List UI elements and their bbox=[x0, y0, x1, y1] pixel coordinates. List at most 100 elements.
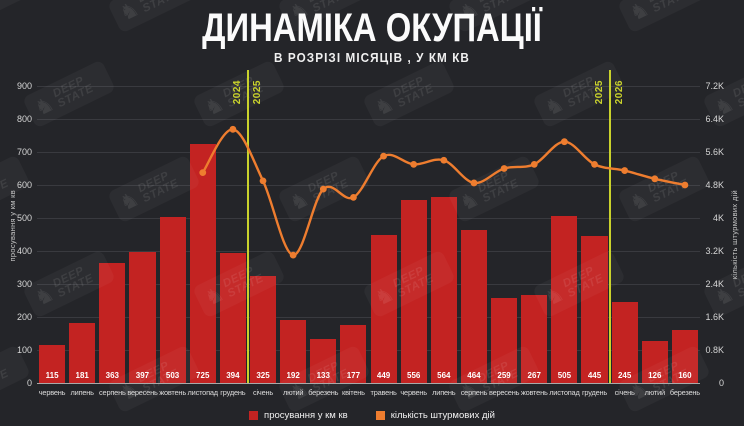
line-point bbox=[380, 152, 387, 160]
bar-value-label: 564 bbox=[437, 371, 451, 380]
gridline bbox=[37, 185, 700, 186]
bar-червень bbox=[39, 345, 66, 383]
right-axis-tick: 0.8K bbox=[705, 345, 724, 355]
gridline bbox=[37, 251, 700, 252]
x-axis-month-label: червень bbox=[38, 388, 66, 397]
left-axis-tick: 100 bbox=[16, 345, 32, 355]
right-axis-tick: 6.4K bbox=[705, 114, 724, 124]
x-axis-month-label: лютий bbox=[282, 388, 304, 397]
page-title: ДИНАМІКА ОКУПАЦІЇ bbox=[202, 6, 542, 50]
right-axis-tick: 4K bbox=[712, 213, 724, 223]
left-axis-tick: 700 bbox=[16, 147, 32, 157]
left-axis-tick: 400 bbox=[16, 246, 32, 256]
bar-липень bbox=[69, 323, 96, 383]
line-point bbox=[681, 181, 689, 189]
bar-листопад bbox=[189, 143, 216, 383]
gridline bbox=[37, 218, 700, 219]
bar-лютий bbox=[280, 319, 307, 383]
bar-value-label: 464 bbox=[467, 371, 481, 380]
bar-липень bbox=[430, 196, 457, 383]
x-axis-month-label: березень bbox=[669, 388, 700, 397]
bar-value-label: 394 bbox=[226, 371, 240, 380]
gridline bbox=[37, 317, 700, 318]
bar-value-label: 325 bbox=[256, 371, 270, 380]
x-axis-month-label: грудень bbox=[220, 388, 246, 397]
x-axis-month-label: квітень bbox=[342, 388, 365, 397]
left-axis-tick: 600 bbox=[16, 180, 32, 190]
gridline bbox=[37, 152, 700, 153]
line-point bbox=[289, 251, 297, 259]
bar-value-label: 445 bbox=[587, 371, 602, 380]
line-point bbox=[199, 169, 207, 177]
bar-value-label: 192 bbox=[286, 371, 300, 380]
right-axis-tick: 1.6K bbox=[705, 312, 724, 322]
x-axis-line bbox=[37, 383, 700, 384]
red-swatch-icon bbox=[249, 411, 259, 420]
bar-value-label: 267 bbox=[527, 371, 541, 380]
bar-value-label: 503 bbox=[165, 371, 180, 380]
x-axis-month-label: серпень bbox=[99, 388, 126, 397]
bar-січень bbox=[611, 302, 638, 383]
bar-value-label: 181 bbox=[75, 371, 89, 380]
year-divider-line bbox=[246, 70, 249, 383]
bar-вересень bbox=[491, 297, 518, 383]
bar-травень bbox=[370, 234, 397, 383]
right-axis-tick: 4.8K bbox=[705, 180, 724, 190]
gridline bbox=[37, 284, 700, 285]
left-axis-tick: 0 bbox=[26, 378, 32, 388]
bar-червень bbox=[400, 199, 427, 383]
bar-value-label: 556 bbox=[407, 371, 421, 380]
line-point bbox=[440, 156, 448, 164]
bar-грудень bbox=[219, 252, 246, 383]
bar-value-label: 126 bbox=[648, 371, 662, 380]
x-axis-month-label: серпень bbox=[460, 388, 488, 397]
line-point bbox=[350, 193, 357, 201]
bar-листопад bbox=[551, 216, 578, 383]
year-divider-line bbox=[608, 70, 611, 383]
x-axis-month-label: вересень bbox=[488, 388, 520, 397]
page-subtitle: В РОЗРІЗІ МІСЯЦІВ , У КМ КВ bbox=[274, 50, 470, 65]
gridline bbox=[37, 119, 700, 120]
left-axis-tick: 900 bbox=[16, 81, 32, 91]
line-point bbox=[500, 165, 508, 172]
x-axis-month-label: липень bbox=[70, 388, 94, 397]
legend-label-assaults: кількість штурмових дій bbox=[390, 410, 495, 421]
line-point bbox=[621, 167, 629, 174]
x-axis-month-label: жовтень bbox=[159, 388, 186, 397]
line-point bbox=[229, 125, 237, 133]
bar-value-label: 177 bbox=[346, 371, 361, 380]
bar-value-label: 115 bbox=[45, 371, 59, 380]
line-point bbox=[319, 185, 327, 193]
bar-вересень bbox=[129, 251, 156, 383]
bar-value-label: 363 bbox=[105, 371, 119, 380]
line-point bbox=[470, 179, 478, 187]
x-axis-month-label: лютий bbox=[644, 388, 666, 397]
bar-жовтень bbox=[159, 217, 186, 383]
left-axis-tick: 500 bbox=[16, 213, 32, 223]
x-axis-month-label: грудень bbox=[581, 388, 608, 397]
bar-value-label: 505 bbox=[557, 371, 572, 380]
left-axis-tick: 800 bbox=[16, 114, 32, 124]
line-point bbox=[560, 138, 568, 146]
x-axis-month-label: червень bbox=[400, 388, 427, 397]
right-axis-tick: 5.6K bbox=[705, 147, 724, 157]
legend-label-advance: просування у км кв bbox=[264, 410, 348, 421]
bar-лютий bbox=[641, 341, 668, 383]
x-axis-month-label: липень bbox=[432, 388, 456, 397]
right-axis-tick: 7.2K bbox=[705, 81, 724, 91]
chart-header: ДИНАМІКА ОКУПАЦІЇ В РОЗРІЗІ МІСЯЦІВ , У … bbox=[0, 6, 744, 65]
x-axis-month-label: травень bbox=[370, 388, 397, 397]
bar-березень bbox=[671, 330, 698, 383]
bar-value-label: 725 bbox=[196, 371, 210, 380]
bar-січень bbox=[249, 275, 277, 383]
bar-серпень bbox=[99, 263, 126, 383]
left-axis-tick: 300 bbox=[16, 279, 32, 289]
bar-value-label: 245 bbox=[617, 371, 632, 380]
line-point bbox=[410, 160, 418, 168]
x-axis-month-label: вересень bbox=[127, 388, 158, 397]
